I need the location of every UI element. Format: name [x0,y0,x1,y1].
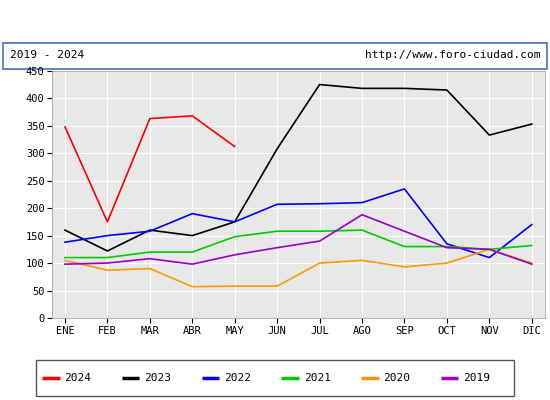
Text: Evolucion Nº Turistas Extranjeros en el municipio de Ariza: Evolucion Nº Turistas Extranjeros en el … [43,14,507,28]
Text: 2023: 2023 [144,373,171,383]
Text: 2024: 2024 [64,373,91,383]
Text: 2022: 2022 [224,373,251,383]
Text: 2019 - 2024: 2019 - 2024 [10,50,84,60]
Text: 2019: 2019 [463,373,490,383]
Text: 2020: 2020 [383,373,410,383]
Text: 2021: 2021 [304,373,331,383]
Text: http://www.foro-ciudad.com: http://www.foro-ciudad.com [365,50,540,60]
